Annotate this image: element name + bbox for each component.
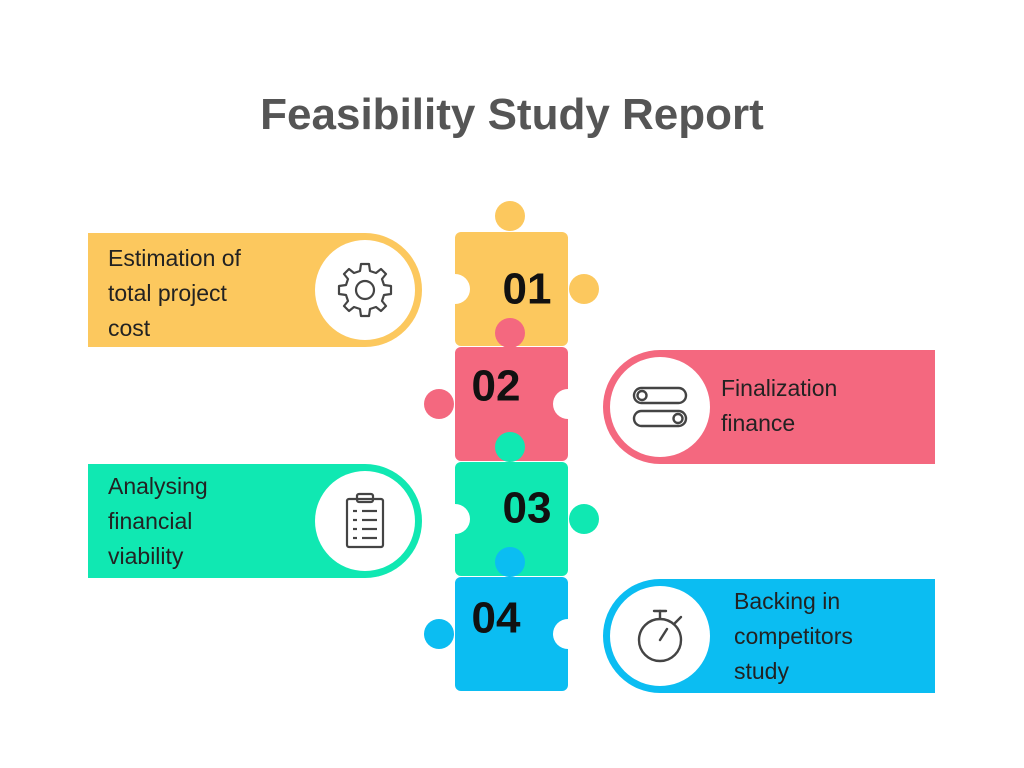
step-4-icon-circle bbox=[610, 586, 710, 686]
step-2-label-line: Finalization bbox=[721, 375, 838, 401]
step-2-number: 02 bbox=[472, 362, 521, 411]
page-title: Feasibility Study Report bbox=[260, 90, 764, 139]
step-3-number: 03 bbox=[503, 484, 552, 533]
step-1-icon-circle bbox=[315, 240, 415, 340]
stopwatch-icon bbox=[637, 609, 683, 663]
step-3-card bbox=[88, 464, 422, 578]
step-4-label-line: competitors bbox=[734, 623, 853, 649]
step-2-label: Finalization finance bbox=[721, 371, 837, 441]
puzzle-piece-1: 01 bbox=[440, 201, 599, 346]
step-2-card bbox=[603, 350, 935, 464]
step-1-card bbox=[88, 233, 422, 347]
step-3-label-line: viability bbox=[108, 543, 184, 569]
step-4-label-line: study bbox=[734, 658, 789, 684]
puzzle-piece-3: 03 bbox=[440, 432, 599, 576]
toggle-switches-icon bbox=[632, 386, 688, 428]
step-1-number: 01 bbox=[503, 265, 552, 314]
clipboard-checklist-icon bbox=[345, 492, 385, 549]
step-1-label: Estimation of total project cost bbox=[108, 241, 241, 346]
puzzle-piece-2: 02 bbox=[424, 318, 583, 461]
step-4-label-line: Backing in bbox=[734, 588, 841, 614]
step-1-label-line: total project bbox=[108, 280, 227, 306]
step-1-label-line: Estimation of bbox=[108, 245, 241, 271]
gear-icon bbox=[337, 262, 393, 318]
step-3-label-line: financial bbox=[108, 508, 193, 534]
step-1-label-line: cost bbox=[108, 315, 151, 341]
step-4-label: Backing in competitors study bbox=[734, 584, 853, 689]
puzzle-piece-4: 04 bbox=[424, 547, 583, 691]
step-2-icon-circle bbox=[610, 357, 710, 457]
step-3-label-line: Analysing bbox=[108, 473, 208, 499]
step-4-card bbox=[603, 579, 935, 693]
step-3-label: Analysing financial viability bbox=[108, 469, 208, 574]
step-2-label-line: finance bbox=[721, 410, 796, 436]
step-4-number: 04 bbox=[472, 594, 521, 643]
